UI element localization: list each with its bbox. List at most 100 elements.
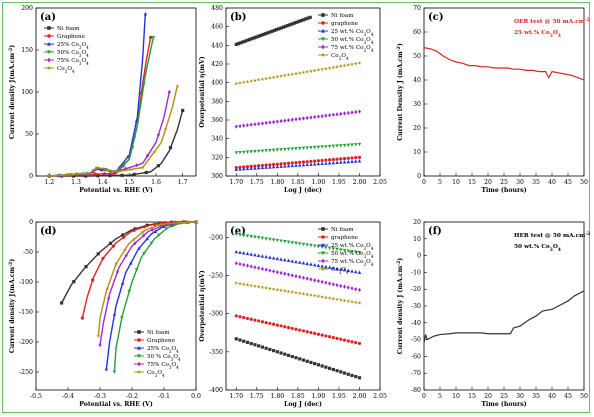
y-tick-label: -400	[209, 387, 223, 394]
data-marker	[241, 80, 246, 85]
data-marker	[279, 324, 283, 328]
data-marker	[185, 220, 190, 225]
data-marker	[301, 70, 306, 75]
x-tick-label: 50	[580, 179, 588, 186]
data-marker	[324, 365, 328, 369]
series-trace	[423, 290, 585, 344]
data-marker	[328, 281, 332, 286]
data-marker	[260, 77, 265, 81]
data-marker	[294, 327, 298, 331]
data-marker	[331, 157, 335, 162]
data-marker	[264, 237, 268, 241]
data-marker	[327, 161, 332, 165]
data-marker	[107, 296, 111, 301]
y-tick-label: 480	[211, 5, 223, 12]
data-marker	[299, 19, 303, 23]
data-marker	[342, 63, 347, 68]
x-tick-label: 25	[500, 179, 508, 186]
data-marker	[353, 269, 358, 274]
data-marker	[145, 153, 150, 158]
data-marker	[320, 158, 324, 163]
data-marker	[238, 315, 242, 319]
data-marker	[323, 66, 328, 71]
data-marker	[335, 336, 339, 341]
data-marker	[328, 335, 332, 339]
data-marker	[309, 360, 313, 365]
data-marker	[234, 151, 239, 155]
data-marker	[353, 300, 358, 305]
data-marker	[167, 89, 171, 95]
data-marker	[238, 150, 242, 155]
data-marker	[354, 287, 358, 292]
data-marker	[342, 267, 347, 272]
data-marker	[142, 233, 146, 238]
data-marker	[290, 259, 295, 263]
y-tick-label: -350	[209, 349, 223, 356]
data-marker	[277, 27, 281, 31]
data-marker	[320, 52, 326, 57]
data-marker	[327, 246, 332, 251]
data-marker	[335, 283, 339, 288]
data-marker	[335, 112, 339, 117]
series-co3o4	[234, 60, 362, 86]
data-marker	[115, 269, 120, 274]
data-marker	[327, 265, 332, 269]
data-marker	[342, 298, 347, 303]
x-tick-label: -0.3	[94, 393, 106, 400]
data-marker	[275, 162, 279, 166]
data-marker	[294, 161, 298, 165]
data-marker	[305, 330, 309, 334]
annotation-text: OER test @ 50 mA.cm-2	[514, 18, 590, 26]
data-marker	[331, 367, 335, 372]
data-marker	[260, 165, 265, 170]
data-marker	[321, 251, 325, 256]
x-axis-label: Time (hours)	[481, 187, 526, 194]
data-marker	[295, 20, 299, 24]
annotation-text: 25 wt.% Co3O4	[514, 30, 561, 39]
data-marker	[290, 241, 295, 245]
data-marker	[275, 323, 279, 327]
x-tick-label: 1.80	[270, 179, 284, 186]
data-marker	[357, 251, 362, 255]
legend-entry: Ni foam	[331, 227, 354, 233]
data-marker	[275, 238, 280, 243]
data-marker	[272, 269, 276, 274]
data-marker	[282, 288, 287, 293]
y-tick-label: -20	[411, 286, 421, 293]
data-marker	[156, 164, 161, 168]
data-marker	[286, 289, 291, 294]
data-marker	[290, 161, 294, 165]
data-marker	[238, 281, 242, 286]
data-marker	[339, 111, 343, 116]
data-marker	[99, 167, 104, 172]
data-marker	[290, 326, 294, 331]
series-graphene	[234, 314, 362, 346]
data-marker	[294, 163, 298, 167]
data-marker	[275, 256, 280, 261]
series-line	[81, 221, 196, 319]
data-marker	[245, 263, 250, 268]
data-marker	[268, 347, 272, 352]
data-marker	[324, 264, 328, 269]
legend-entry: Ni foam	[57, 26, 80, 32]
data-marker	[331, 266, 336, 270]
y-tick-label: 50	[413, 53, 421, 60]
data-marker	[286, 118, 291, 123]
data-marker	[301, 261, 306, 265]
data-marker	[346, 156, 350, 160]
data-marker	[346, 143, 351, 147]
x-tick-label: 40	[548, 393, 556, 400]
data-marker	[331, 335, 335, 340]
data-marker	[171, 224, 176, 228]
data-marker	[249, 252, 253, 256]
data-marker	[339, 267, 343, 271]
data-marker	[342, 160, 347, 164]
y-tick-label: 440	[211, 42, 223, 49]
legend-entry: 50% Co3O4	[57, 50, 89, 58]
data-marker	[350, 156, 354, 160]
legend-entry: Graphene	[147, 338, 176, 344]
data-marker	[290, 163, 295, 168]
data-marker	[350, 269, 354, 273]
